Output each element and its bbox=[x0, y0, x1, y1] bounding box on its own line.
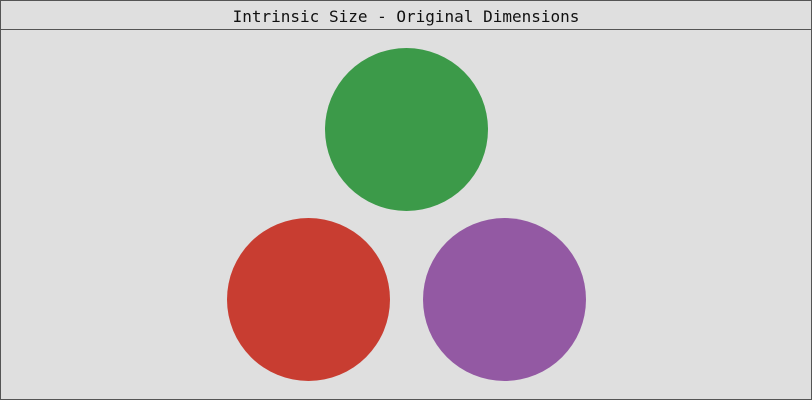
title-bar: Intrinsic Size - Original Dimensions bbox=[1, 1, 811, 30]
green-circle bbox=[325, 48, 488, 211]
purple-circle bbox=[423, 218, 586, 381]
canvas-area bbox=[1, 30, 811, 399]
window-title: Intrinsic Size - Original Dimensions bbox=[232, 6, 580, 26]
red-circle bbox=[227, 218, 390, 381]
